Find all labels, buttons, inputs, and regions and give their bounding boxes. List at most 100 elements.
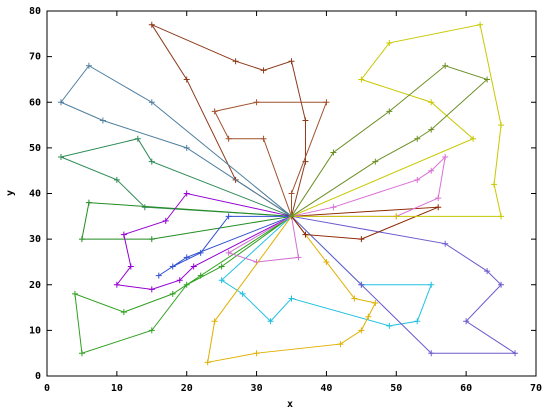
point-marker xyxy=(302,231,309,238)
point-marker xyxy=(183,144,190,151)
point-marker xyxy=(57,154,64,160)
x-tick-label: 60 xyxy=(460,383,472,394)
route-line xyxy=(115,192,292,290)
point-marker xyxy=(393,213,400,220)
point-marker xyxy=(148,236,155,243)
x-tick-label: 0 xyxy=(44,383,50,394)
point-marker xyxy=(428,99,435,106)
point-marker xyxy=(225,249,232,256)
point-marker xyxy=(302,117,309,124)
point-marker xyxy=(267,318,274,325)
point-marker xyxy=(120,231,127,238)
point-marker xyxy=(498,281,505,288)
point-marker xyxy=(372,300,379,306)
point-marker xyxy=(463,318,470,325)
point-marker xyxy=(155,272,162,279)
route-line xyxy=(291,24,502,217)
point-marker xyxy=(113,281,120,288)
x-tick-label: 10 xyxy=(111,383,123,394)
point-marker xyxy=(498,122,505,129)
point-marker xyxy=(169,290,176,297)
point-marker xyxy=(428,126,435,133)
point-marker xyxy=(183,281,190,288)
y-tick-label: 80 xyxy=(29,6,41,17)
point-marker xyxy=(323,258,330,265)
route-line xyxy=(291,155,446,217)
point-marker xyxy=(127,263,134,270)
point-marker xyxy=(176,277,183,284)
point-marker xyxy=(295,254,302,261)
y-tick-label: 20 xyxy=(29,280,41,291)
point-marker xyxy=(330,149,337,156)
point-marker xyxy=(330,204,337,211)
point-marker xyxy=(232,58,239,65)
point-marker xyxy=(183,76,190,83)
point-marker xyxy=(218,263,225,270)
point-marker xyxy=(288,295,295,302)
point-marker xyxy=(148,99,155,106)
point-marker xyxy=(351,295,358,302)
point-marker xyxy=(260,67,267,74)
point-marker xyxy=(85,199,92,206)
point-marker xyxy=(358,236,365,243)
point-marker xyxy=(113,176,120,183)
point-marker xyxy=(428,350,435,357)
point-marker xyxy=(197,272,204,279)
point-marker xyxy=(78,350,85,357)
y-tick-label: 50 xyxy=(29,143,41,154)
point-marker xyxy=(358,76,365,83)
point-marker xyxy=(211,318,218,325)
y-tick-label: 70 xyxy=(29,52,41,63)
x-tick-label: 20 xyxy=(181,383,193,394)
x-tick-label: 70 xyxy=(530,383,542,394)
y-axis-label: y xyxy=(5,190,16,196)
x-tick-label: 30 xyxy=(251,383,263,394)
point-marker xyxy=(148,327,155,334)
point-marker xyxy=(484,268,491,275)
point-marker xyxy=(358,281,365,288)
point-marker xyxy=(337,341,344,348)
point-marker xyxy=(211,108,218,115)
point-marker xyxy=(358,327,365,334)
point-marker xyxy=(162,217,169,224)
route-line xyxy=(213,101,328,217)
point-marker xyxy=(414,176,421,183)
point-marker xyxy=(470,135,477,142)
point-marker xyxy=(148,286,155,293)
point-marker xyxy=(57,99,64,106)
point-marker xyxy=(183,190,190,197)
point-marker xyxy=(190,263,197,270)
point-marker xyxy=(386,322,393,329)
point-marker xyxy=(85,62,92,69)
route-line xyxy=(60,65,292,217)
point-marker xyxy=(365,313,372,320)
point-marker xyxy=(386,39,393,46)
point-marker xyxy=(260,135,267,142)
point-marker xyxy=(169,263,176,270)
point-marker xyxy=(288,190,295,197)
point-marker xyxy=(288,58,295,65)
point-marker xyxy=(442,240,449,247)
point-marker xyxy=(288,213,295,220)
point-marker xyxy=(253,350,260,357)
point-marker xyxy=(386,108,393,115)
point-marker xyxy=(428,281,435,288)
route-line xyxy=(150,23,306,217)
point-marker xyxy=(253,99,260,106)
y-tick-label: 10 xyxy=(29,325,41,336)
point-marker xyxy=(414,318,421,325)
point-marker xyxy=(197,249,204,256)
point-marker xyxy=(134,135,141,142)
point-marker xyxy=(484,76,491,83)
point-marker xyxy=(323,99,330,106)
route-line xyxy=(158,215,292,277)
point-marker xyxy=(414,135,421,142)
point-marker xyxy=(435,204,442,211)
point-marker xyxy=(477,21,484,28)
route-line xyxy=(220,215,432,327)
point-marker xyxy=(512,350,519,357)
y-tick-label: 30 xyxy=(29,234,41,245)
route-line xyxy=(74,215,292,354)
point-marker xyxy=(183,254,190,261)
